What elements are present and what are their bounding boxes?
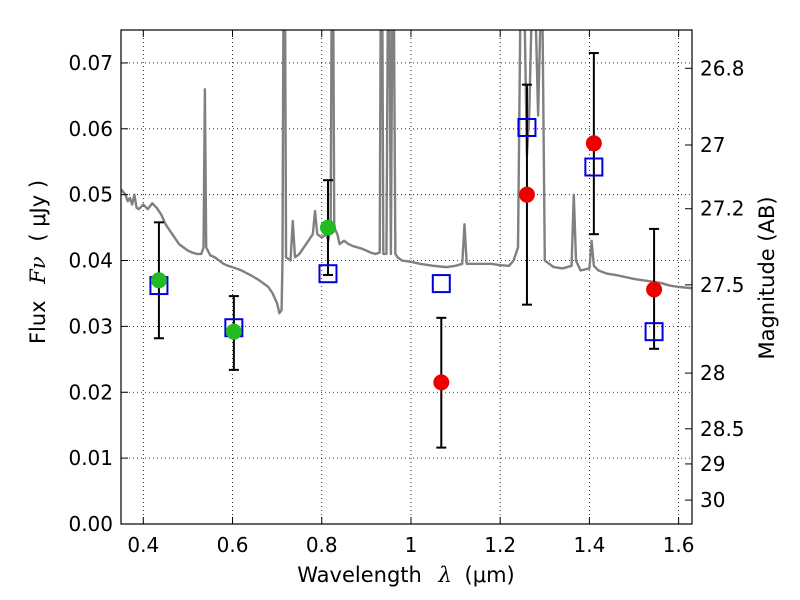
y-axis-title-unit: ( μJy ) <box>26 180 50 242</box>
magnitude-tick-label: 28 <box>700 361 725 385</box>
model-spectrum-layer <box>121 30 692 315</box>
x-tick-label: 1.4 <box>573 533 605 557</box>
y-tick-label: 0.02 <box>68 380 113 404</box>
x-tick-label: 1.6 <box>663 533 695 557</box>
x-tick-label: 0.4 <box>127 533 159 557</box>
x-tick-label: 0.6 <box>217 533 249 557</box>
observed-nir-point <box>585 135 602 152</box>
plot-area <box>121 30 692 524</box>
y-axis-title: Flux Fν ( μJy ) <box>26 180 50 344</box>
observed-photometry-layer <box>150 135 663 391</box>
y-tick-label: 0.01 <box>68 446 113 470</box>
observed-optical-point <box>319 219 336 236</box>
observed-nir-point <box>518 186 535 203</box>
model-photometry-square <box>318 264 338 284</box>
x-axis-title: Wavelength λ (μm) <box>297 563 514 587</box>
x-tick-label: 1 <box>405 533 418 557</box>
y-tick-label: 0.04 <box>68 249 113 273</box>
magnitude-tick-label: 29 <box>700 452 725 476</box>
x-tick-label: 1.2 <box>484 533 516 557</box>
magnitude-tick-label: 27.5 <box>700 273 745 297</box>
model-photometry-square <box>644 322 664 342</box>
y-tick-label: 0.06 <box>68 117 113 141</box>
y-axis-title-symbol: Fν <box>26 256 50 285</box>
y-tick-label: 0.05 <box>68 183 113 207</box>
model-photometry-square <box>584 157 604 177</box>
magnitude-tick-label: 27 <box>700 133 725 157</box>
x-axis-title-symbol: λ <box>438 563 452 587</box>
y-axis-title-text: Flux <box>26 300 50 344</box>
y-tick-label: 0.00 <box>68 512 113 536</box>
model-photometry-square <box>431 274 451 294</box>
x-axis-title-text: Wavelength <box>297 563 422 587</box>
observed-nir-point <box>433 374 450 391</box>
observed-optical-point <box>225 323 242 340</box>
x-tick-label: 0.8 <box>306 533 338 557</box>
axis-ticks: 0.4 0.6 0.8 1 1.2 1.4 1.6 0.00 0.01 0.02 0.03 0.04 0… <box>68 30 745 557</box>
y-tick-label: 0.03 <box>68 314 113 338</box>
observed-optical-point <box>150 272 167 289</box>
plot-frame <box>120 29 693 525</box>
observed-nir-point <box>646 281 663 298</box>
magnitude-tick-label: 28.5 <box>700 417 745 441</box>
magnitude-tick-label: 27.2 <box>700 197 745 221</box>
magnitude-tick-label: 26.8 <box>700 56 745 80</box>
y-tick-label: 0.07 <box>68 51 113 75</box>
model-photometry-square <box>517 117 537 137</box>
model-photometry-layer <box>149 117 664 342</box>
x-axis-title-unit: (μm) <box>465 563 515 587</box>
magnitude-tick-label: 30 <box>700 488 725 512</box>
model-spectrum-line <box>121 30 692 315</box>
magnitude-axis-title: Magnitude (AB) <box>755 196 779 359</box>
